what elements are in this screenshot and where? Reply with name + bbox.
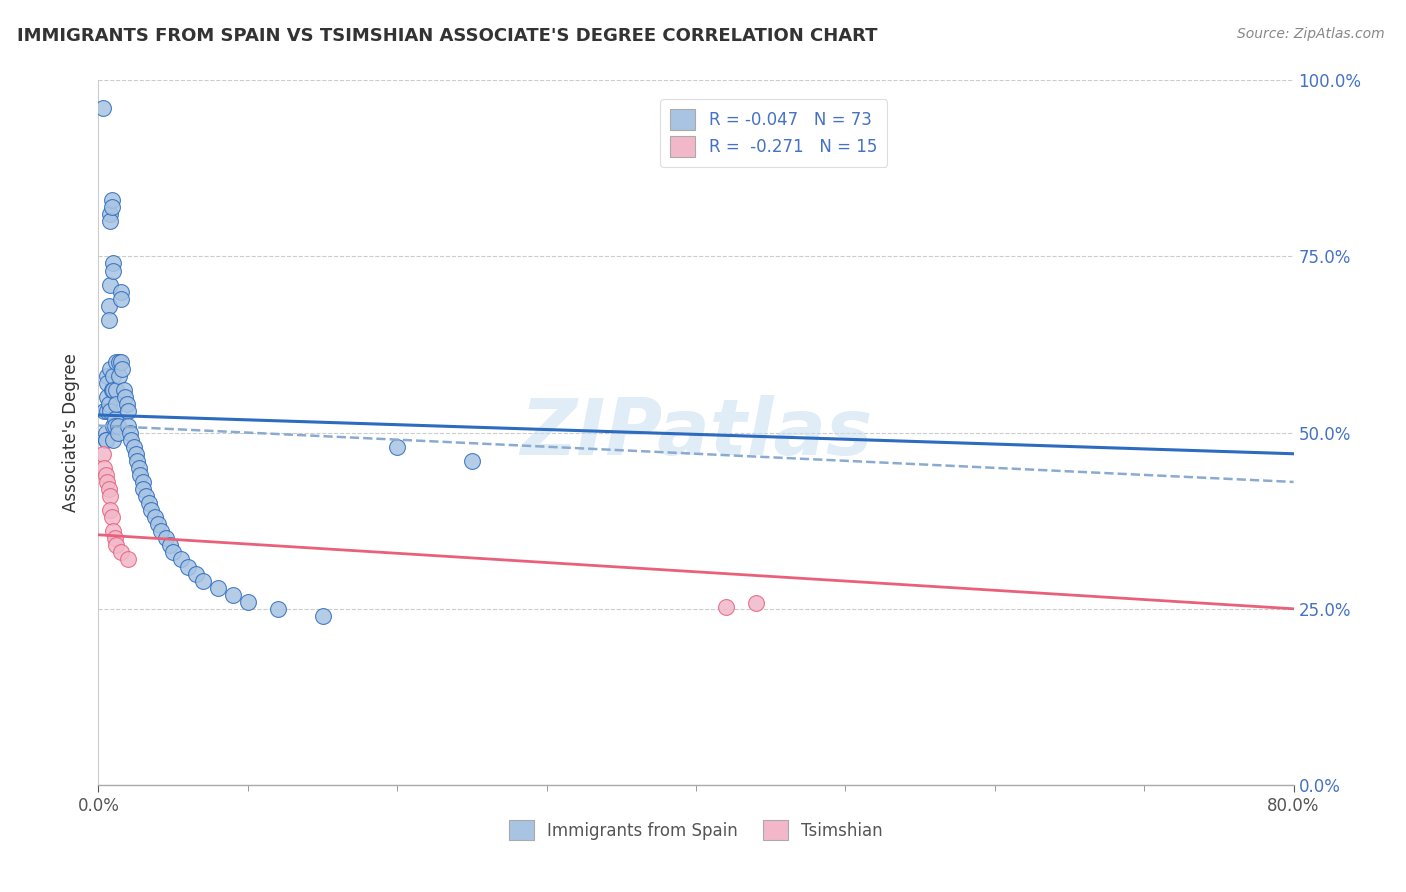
Point <box>139 503 162 517</box>
Point <box>97 299 120 313</box>
Point <box>110 285 132 299</box>
Point <box>110 545 132 559</box>
Point <box>96 391 118 405</box>
Point <box>98 277 122 292</box>
Y-axis label: Associate's Degree: Associate's Degree <box>62 353 80 512</box>
Point <box>101 510 124 524</box>
Point <box>107 425 129 440</box>
Point <box>103 384 125 398</box>
Point <box>267 601 290 615</box>
Point <box>98 489 122 503</box>
Point <box>103 369 125 384</box>
Point <box>117 404 139 418</box>
Point <box>98 362 122 376</box>
Point <box>236 595 259 609</box>
Point <box>111 362 134 376</box>
Point <box>104 418 127 433</box>
Point <box>105 538 128 552</box>
Point <box>104 411 127 425</box>
Point <box>97 482 120 496</box>
Point <box>98 404 122 418</box>
Point <box>461 454 484 468</box>
Point <box>169 552 191 566</box>
Point <box>93 460 115 475</box>
Point <box>103 256 125 270</box>
Point <box>98 214 122 228</box>
Point <box>103 524 125 539</box>
Point <box>103 433 125 447</box>
Point <box>177 559 200 574</box>
Point <box>94 433 117 447</box>
Point <box>105 355 128 369</box>
Point <box>110 292 132 306</box>
Point <box>150 524 173 539</box>
Point <box>135 489 157 503</box>
Point <box>91 102 114 116</box>
Point <box>107 418 129 433</box>
Point <box>94 467 117 482</box>
Point <box>191 574 214 588</box>
Point <box>128 460 150 475</box>
Point <box>207 581 229 595</box>
Point <box>108 355 131 369</box>
Point <box>385 440 409 454</box>
Point <box>91 447 114 461</box>
Point <box>103 418 125 433</box>
Point <box>98 503 122 517</box>
Point <box>117 418 139 433</box>
Text: IMMIGRANTS FROM SPAIN VS TSIMSHIAN ASSOCIATE'S DEGREE CORRELATION CHART: IMMIGRANTS FROM SPAIN VS TSIMSHIAN ASSOC… <box>17 27 877 45</box>
Point <box>94 425 117 440</box>
Point <box>311 608 333 623</box>
Point <box>96 376 118 391</box>
Point <box>96 369 118 384</box>
Point <box>159 538 181 552</box>
Point <box>143 510 166 524</box>
Point <box>124 440 146 454</box>
Point <box>103 263 125 277</box>
Point <box>155 532 177 546</box>
Point <box>138 496 160 510</box>
Legend: Immigrants from Spain, Tsimshian: Immigrants from Spain, Tsimshian <box>502 814 890 847</box>
Point <box>132 482 155 496</box>
Point <box>105 384 128 398</box>
Point <box>108 369 131 384</box>
Point <box>105 397 128 411</box>
Point <box>132 475 155 489</box>
Point <box>120 433 142 447</box>
Point <box>94 433 117 447</box>
Point <box>115 397 138 411</box>
Point <box>184 566 207 581</box>
Point <box>98 207 122 221</box>
Point <box>101 200 124 214</box>
Point <box>96 475 118 489</box>
Point <box>97 313 120 327</box>
Point <box>117 552 139 566</box>
Point <box>101 193 124 207</box>
Point <box>101 384 124 398</box>
Point <box>162 545 184 559</box>
Point <box>125 447 148 461</box>
Point <box>127 454 149 468</box>
Point <box>745 596 768 610</box>
Text: ZIPatlas: ZIPatlas <box>520 394 872 471</box>
Point <box>97 397 120 411</box>
Text: Source: ZipAtlas.com: Source: ZipAtlas.com <box>1237 27 1385 41</box>
Point <box>129 467 152 482</box>
Point <box>112 384 135 398</box>
Point <box>96 404 118 418</box>
Point <box>714 600 737 615</box>
Point <box>93 404 115 418</box>
Point <box>104 532 127 546</box>
Point <box>148 517 170 532</box>
Point <box>222 588 245 602</box>
Point <box>118 425 141 440</box>
Point <box>114 391 136 405</box>
Point <box>110 355 132 369</box>
